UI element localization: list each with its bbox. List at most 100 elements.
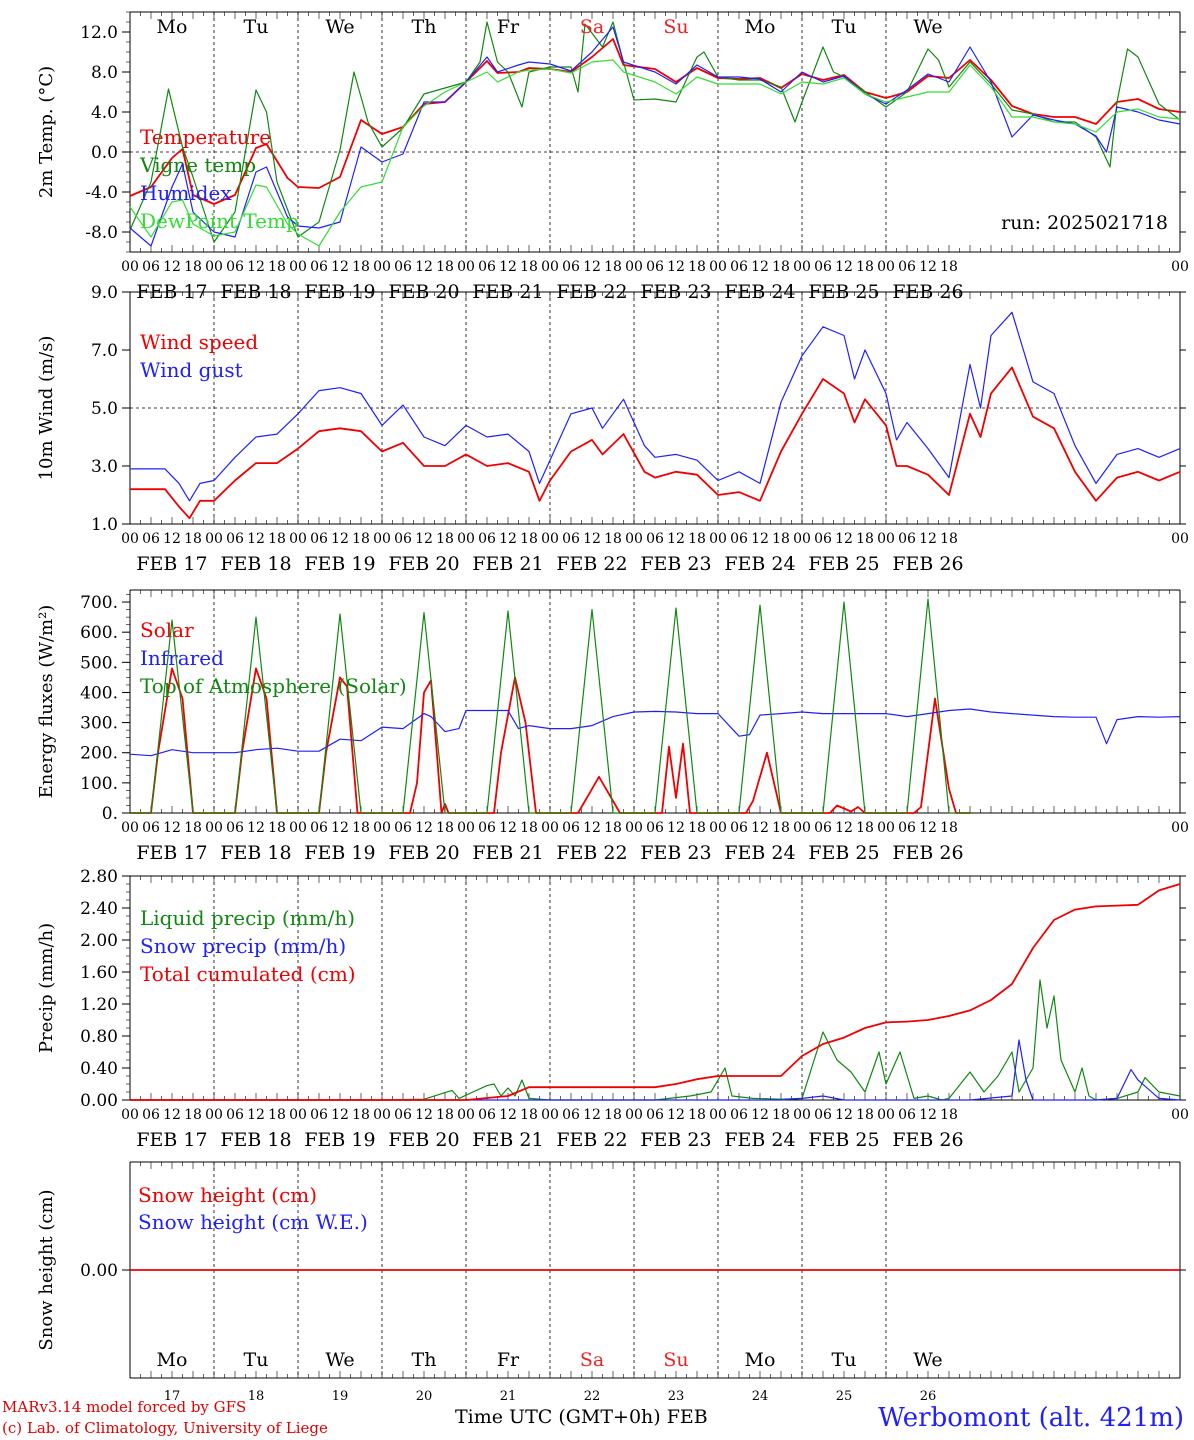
hour-tick-label: 18 <box>604 1107 622 1123</box>
date-label: FEB 18 <box>220 1129 291 1151</box>
hour-tick-label: 12 <box>331 1107 349 1123</box>
hour-tick-label: 00 <box>625 820 643 836</box>
day-number-label: 23 <box>668 1389 685 1404</box>
date-label: FEB 20 <box>388 553 459 575</box>
hour-tick-label: 18 <box>520 259 538 275</box>
weekday-label: Mo <box>745 16 776 38</box>
y-axis-title: Snow height (cm) <box>36 1189 57 1350</box>
legend-entry: Vigne temp <box>139 153 256 177</box>
hour-tick-label: 06 <box>646 531 664 547</box>
hour-tick-label: 12 <box>751 259 769 275</box>
hour-tick-label: 18 <box>940 1107 958 1123</box>
day-number-label: 19 <box>332 1389 349 1404</box>
hour-tick-label: 06 <box>310 531 328 547</box>
y-tick-label: 0.40 <box>80 1059 118 1079</box>
weekday-label: Tu <box>832 1349 857 1371</box>
hour-tick-label: 18 <box>520 820 538 836</box>
hour-tick-label: 06 <box>142 531 160 547</box>
hour-tick-label: 06 <box>562 259 580 275</box>
y-tick-label: 1.0 <box>91 515 118 535</box>
hour-tick-label: 06 <box>898 259 916 275</box>
hour-tick-label: 12 <box>919 1107 937 1123</box>
hour-tick-label: 12 <box>751 1107 769 1123</box>
run-label: run: 2025021718 <box>1001 212 1168 234</box>
hour-tick-label: 00 <box>541 1107 559 1123</box>
y-tick-label: 3.0 <box>91 457 118 477</box>
date-label: FEB 25 <box>808 553 879 575</box>
hour-tick-label: 00 <box>877 820 895 836</box>
hour-tick-label: 00 <box>877 531 895 547</box>
series-line <box>130 979 1181 1101</box>
hour-tick-label: 06 <box>394 820 412 836</box>
series-line <box>130 311 1181 502</box>
hour-tick-label: 12 <box>835 1107 853 1123</box>
hour-tick-label: 06 <box>562 531 580 547</box>
weekday-label: Tu <box>244 16 269 38</box>
hour-tick-label: 18 <box>940 820 958 836</box>
hour-tick-label: 12 <box>331 531 349 547</box>
legend-entry: Snow height (cm) <box>138 1183 317 1207</box>
hour-tick-label: 06 <box>226 259 244 275</box>
hour-tick-label: 18 <box>436 1107 454 1123</box>
day-number-label: 24 <box>752 1389 769 1404</box>
y-axis-title: Energy fluxes (W/m²) <box>36 605 57 799</box>
hour-tick-label: 18 <box>688 820 706 836</box>
hour-tick-label: 06 <box>478 531 496 547</box>
hour-tick-label: 00 <box>625 259 643 275</box>
weekday-label: Sa <box>580 16 604 38</box>
hour-tick-label: 18 <box>604 531 622 547</box>
weekday-label: We <box>325 16 354 38</box>
y-tick-label: 0.00 <box>80 1091 118 1111</box>
hour-tick-label: 00 <box>121 820 139 836</box>
hour-tick-label: 06 <box>478 259 496 275</box>
hour-tick-label: 18 <box>604 259 622 275</box>
y-tick-label: 4.0 <box>91 103 118 123</box>
hour-tick-label: 06 <box>730 1107 748 1123</box>
hour-tick-label: 00 <box>457 259 475 275</box>
date-label: FEB 17 <box>136 553 207 575</box>
hour-tick-label: 12 <box>583 259 601 275</box>
y-tick-label: 0. <box>102 804 118 824</box>
hour-tick-label: 18 <box>352 259 370 275</box>
hour-tick-label: 12 <box>835 259 853 275</box>
series-line <box>130 598 970 814</box>
hour-tick-label: 12 <box>919 820 937 836</box>
hour-tick-label: 18 <box>268 531 286 547</box>
hour-tick-label: 18 <box>268 259 286 275</box>
date-label: FEB 24 <box>724 553 795 575</box>
date-label: FEB 20 <box>388 1129 459 1151</box>
y-tick-label: 1.60 <box>80 963 118 983</box>
hour-tick-label: 12 <box>247 820 265 836</box>
hour-tick-label: 18 <box>688 531 706 547</box>
hour-tick-label: 12 <box>415 820 433 836</box>
lab-credit: (c) Lab. of Climatology, University of L… <box>2 1419 328 1437</box>
date-label: FEB 21 <box>472 553 543 575</box>
hour-tick-label: 18 <box>772 531 790 547</box>
y-tick-label: 200. <box>80 744 118 764</box>
y-tick-label: 5.0 <box>91 399 118 419</box>
hour-tick-label: 06 <box>142 820 160 836</box>
hour-tick-label: 12 <box>751 531 769 547</box>
hour-tick-label: 18 <box>520 1107 538 1123</box>
y-tick-label: 1.20 <box>80 995 118 1015</box>
hour-tick-label: 12 <box>163 259 181 275</box>
y-tick-label: 9.0 <box>91 283 118 303</box>
legend-entry: Total cumulated (cm) <box>140 962 356 986</box>
hour-tick-label: 18 <box>604 820 622 836</box>
date-label: FEB 26 <box>892 553 963 575</box>
hour-tick-label: 06 <box>814 259 832 275</box>
hour-tick-label: 12 <box>247 1107 265 1123</box>
hour-tick-label: 06 <box>898 820 916 836</box>
hour-tick-label: 00 <box>877 1107 895 1123</box>
hour-tick-label: 00 <box>709 820 727 836</box>
hour-tick-label: 00 <box>541 259 559 275</box>
hour-tick-label: 06 <box>310 820 328 836</box>
y-tick-label: 100. <box>80 774 118 794</box>
legend-entry: Snow height (cm W.E.) <box>138 1210 368 1234</box>
weekday-label: We <box>325 1349 354 1371</box>
hour-tick-label: 06 <box>394 531 412 547</box>
legend-entry: Humidex <box>140 181 232 205</box>
y-tick-label: -4.0 <box>85 183 118 203</box>
hour-tick-label: 12 <box>835 820 853 836</box>
hour-tick-label: 18 <box>184 1107 202 1123</box>
